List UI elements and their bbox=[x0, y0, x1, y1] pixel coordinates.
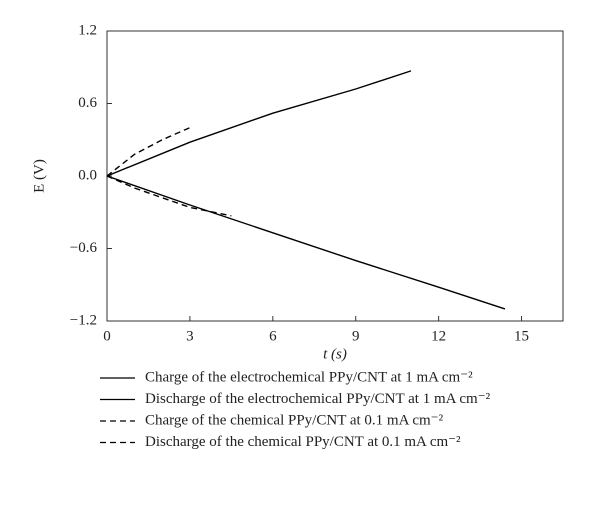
plot-frame bbox=[106, 30, 564, 322]
series-line bbox=[106, 70, 412, 177]
x-axis-label: t (s) bbox=[323, 346, 347, 362]
x-tick-label: 12 bbox=[431, 328, 446, 344]
y-tick-label: −1.2 bbox=[70, 312, 97, 328]
x-tick-label: 9 bbox=[352, 328, 360, 344]
legend-label: Charge of the electrochemical PPy/CNT at… bbox=[145, 369, 473, 385]
y-tick-label: 1.2 bbox=[78, 22, 97, 38]
series-line bbox=[106, 127, 191, 177]
series-line bbox=[106, 175, 506, 310]
x-tick-label: 0 bbox=[103, 328, 111, 344]
y-tick-label: −0.6 bbox=[70, 240, 98, 256]
legend-label: Discharge of the chemical PPy/CNT at 0.1… bbox=[145, 434, 461, 450]
x-tick-label: 6 bbox=[269, 328, 277, 344]
x-tick-label: 15 bbox=[514, 328, 529, 344]
y-tick-label: 0.6 bbox=[78, 95, 97, 111]
y-axis-label: E (V) bbox=[31, 159, 47, 193]
legend-label: Charge of the chemical PPy/CNT at 0.1 mA… bbox=[145, 412, 444, 428]
y-tick-label: 0.0 bbox=[78, 167, 97, 183]
x-tick-label: 3 bbox=[186, 328, 194, 344]
legend-label: Discharge of the electrochemical PPy/CNT… bbox=[145, 391, 491, 407]
series-line bbox=[106, 175, 232, 217]
